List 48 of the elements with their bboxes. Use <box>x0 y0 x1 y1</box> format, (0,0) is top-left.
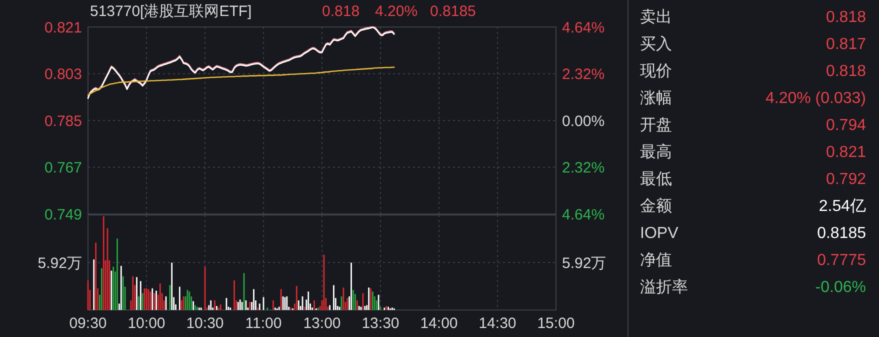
text: 0.818 <box>826 63 866 80</box>
text: 0.817 <box>826 36 866 53</box>
text: 4.20% (0.033) <box>765 90 866 107</box>
category-label: 净值 <box>640 252 672 269</box>
line-series <box>87 66 395 96</box>
y-tick-label: 0.785 <box>44 112 82 130</box>
text: -0.06% <box>815 279 866 296</box>
category-label: 开盘 <box>640 117 672 134</box>
text: 0.792 <box>826 171 866 188</box>
category-label: 现价 <box>640 63 672 80</box>
category-label: 最高 <box>640 143 672 161</box>
text: 0.794 <box>826 117 866 134</box>
text: 0.821 <box>826 144 866 161</box>
category-label: 最低 <box>640 171 672 188</box>
y-tick-label: 5.92万 <box>38 254 82 272</box>
y-tick-label: 0.821 <box>44 19 82 36</box>
text: 5.92万 <box>562 254 606 272</box>
category-label: 溢折率 <box>640 278 688 296</box>
x-tick-label: 09:30 <box>69 315 107 332</box>
x-tick-label: 10:30 <box>186 315 224 332</box>
x-tick-label: 11:00 <box>245 315 282 332</box>
category-label: 买入 <box>640 35 672 53</box>
x-tick-label: 14:00 <box>420 315 458 332</box>
text: 4.20% <box>375 3 418 20</box>
x-tick-label: 13:30 <box>362 315 400 332</box>
category-label: IOPV <box>640 225 679 242</box>
text: 0.8185 <box>817 225 866 242</box>
y2-tick-label: 2.32% <box>562 66 605 83</box>
x-tick-label: 14:30 <box>478 315 516 332</box>
x-tick-label: 15:00 <box>537 315 575 332</box>
text: 0.818 <box>826 9 866 26</box>
y2-tick-label: 0.00% <box>562 112 605 130</box>
y-tick-label: 0.749 <box>44 206 82 224</box>
category-label: 涨幅 <box>640 89 672 107</box>
text: 0.7775 <box>817 252 866 269</box>
x-tick-label: 10:00 <box>128 315 166 332</box>
chart-title: 513770[港股互联网ETF] <box>90 3 252 20</box>
y2-tick-label: 2.32% <box>562 160 605 176</box>
text: 2.54亿 <box>818 198 866 215</box>
x-tick-label: 13:00 <box>303 315 341 332</box>
text: 0.8185 <box>430 3 476 20</box>
y2-tick-label: 4.64% <box>562 19 605 36</box>
category-label: 卖出 <box>640 8 672 26</box>
y-tick-label: 0.767 <box>44 160 82 176</box>
y-tick-label: 0.803 <box>44 66 82 83</box>
y2-tick-label: 4.64% <box>562 206 605 224</box>
category-label: 金额 <box>640 197 672 215</box>
text: 0.818 <box>322 3 360 20</box>
